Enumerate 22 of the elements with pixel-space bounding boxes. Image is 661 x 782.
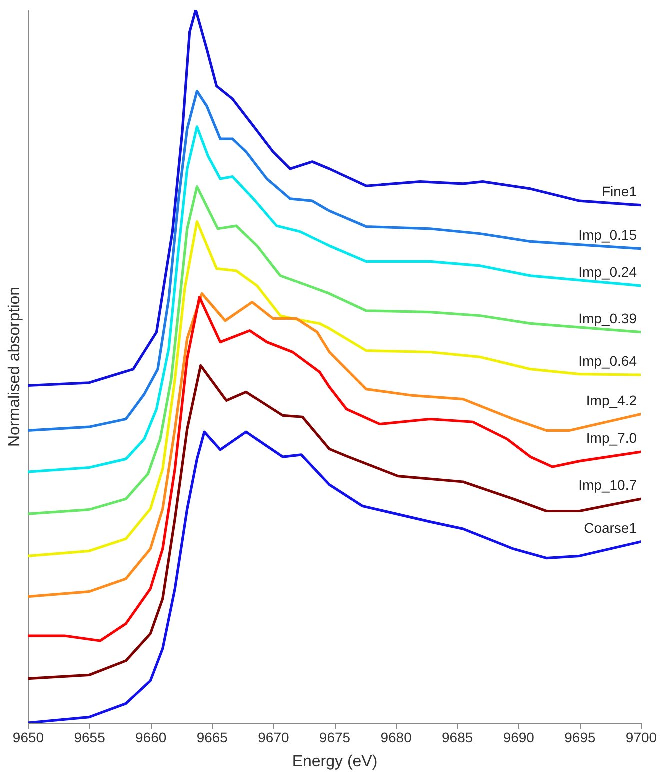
x-tick-label: 9660 bbox=[136, 730, 167, 746]
series-label: Fine1 bbox=[602, 183, 638, 200]
series-label: Imp_0.15 bbox=[578, 226, 638, 243]
series-label: Imp_0.64 bbox=[578, 353, 638, 370]
x-tick-label: 9655 bbox=[74, 730, 106, 746]
x-tick-label: 9685 bbox=[442, 730, 474, 746]
series-label: Imp_0.24 bbox=[578, 264, 638, 280]
x-tick-label: 9695 bbox=[564, 730, 596, 746]
series-label: Imp_7.0 bbox=[586, 430, 638, 446]
x-tick-label: 9665 bbox=[196, 730, 228, 746]
series-label: Imp_0.39 bbox=[578, 310, 638, 326]
x-tick-label: 9650 bbox=[12, 730, 44, 746]
series-label: Imp_4.2 bbox=[586, 392, 638, 408]
y-axis-title: Normalised absorption bbox=[6, 286, 24, 448]
series-label: Coarse1 bbox=[584, 520, 638, 536]
x-tick-label: 9675 bbox=[319, 730, 351, 746]
series-label: Imp_10.7 bbox=[578, 477, 638, 494]
x-tick-label: 9690 bbox=[503, 730, 535, 746]
x-tick-label: 9680 bbox=[380, 730, 412, 746]
x-tick-label: 9670 bbox=[258, 730, 290, 746]
x-tick-label: 9700 bbox=[626, 730, 658, 746]
x-axis-title: Energy (eV) bbox=[292, 754, 378, 770]
